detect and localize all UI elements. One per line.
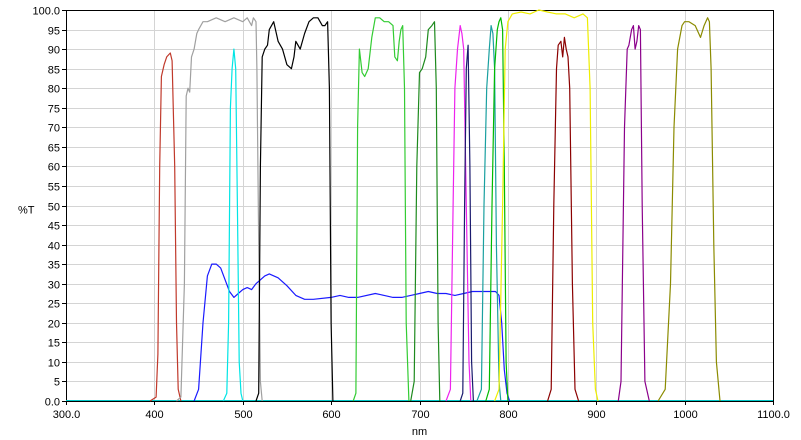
series-line-10 [485, 17, 509, 402]
x-tick-label: 400 [145, 409, 163, 421]
y-tick-label: 5 [54, 377, 60, 389]
series-line-1 [176, 17, 263, 402]
y-tick-label: 75 [48, 104, 60, 116]
y-tick-label: 15 [48, 338, 60, 350]
series-line-12 [547, 36, 580, 402]
y-axis-label: %T [18, 204, 35, 216]
y-tick-label: 40 [48, 241, 60, 253]
x-tick-label: 700 [411, 409, 429, 421]
y-tick-label: 55 [48, 182, 60, 194]
series-line-14 [657, 17, 721, 402]
y-tick-label: 25 [48, 299, 60, 311]
series-line-6 [410, 21, 441, 402]
series-line-11 [494, 9, 599, 402]
series-line-0 [149, 52, 182, 402]
y-tick-label: 10 [48, 358, 60, 370]
x-tick-label: 800 [499, 409, 517, 421]
x-tick-label: 1100.0 [757, 409, 790, 421]
series-line-4 [255, 17, 334, 402]
series-line-7 [445, 25, 472, 402]
y-tick-label: 85 [48, 65, 60, 77]
x-tick-label: 500 [234, 409, 252, 421]
x-tick-label: 300.0 [53, 409, 81, 421]
y-tick-label: 20 [48, 319, 60, 331]
y-tick-label: 65 [48, 143, 60, 155]
x-tick-label: 600 [322, 409, 340, 421]
series-line-5 [352, 17, 410, 402]
series-line-8 [459, 44, 474, 402]
x-tick-label: 1000 [673, 409, 697, 421]
x-axis-label: nm [412, 426, 427, 438]
y-tick-label: 80 [48, 84, 60, 96]
y-tick-label: 50 [48, 202, 60, 214]
y-tick-label: 95 [48, 26, 60, 38]
y-tick-label: 35 [48, 260, 60, 272]
y-tick-label: 70 [48, 123, 60, 135]
y-tick-label: 60 [48, 162, 60, 174]
y-tick-label: 100.0 [32, 6, 60, 18]
y-tick-label: 90 [48, 45, 60, 57]
y-tick-label: 30 [48, 280, 60, 292]
y-tick-label: 45 [48, 221, 60, 233]
series-line-3 [222, 48, 244, 402]
series-line-13 [617, 25, 650, 402]
y-tick-label: 0.0 [45, 397, 60, 409]
x-tick-label: 900 [587, 409, 605, 421]
series-line-9 [476, 25, 502, 402]
